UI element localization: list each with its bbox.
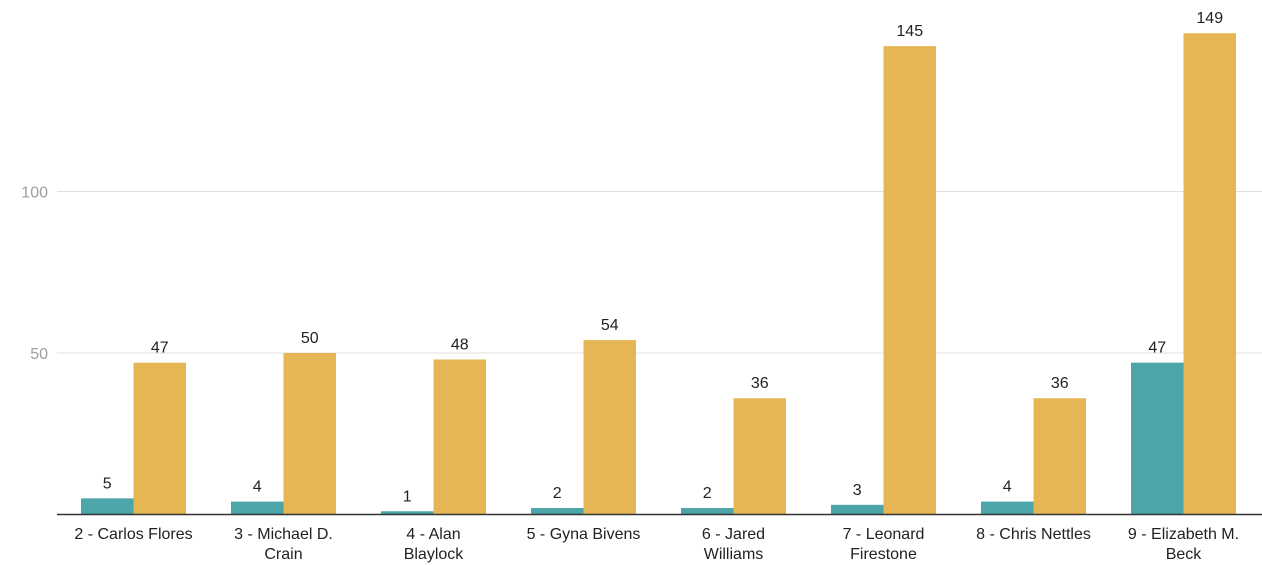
data-label: 4 — [1003, 479, 1012, 496]
bar — [981, 501, 1034, 515]
data-label: 145 — [896, 23, 923, 40]
bar — [133, 362, 186, 515]
bar — [583, 340, 636, 515]
data-label: 3 — [853, 482, 862, 499]
bar — [433, 359, 486, 515]
x-tick-label: 8 - Chris Nettles — [976, 526, 1091, 543]
x-tick-label: 3 - Michael D. Crain — [234, 526, 333, 563]
grid-layer — [57, 191, 1262, 354]
bar — [733, 398, 786, 515]
bar — [231, 501, 284, 515]
data-label: 5 — [103, 475, 112, 492]
data-label: 48 — [451, 336, 469, 353]
data-label: 36 — [1051, 375, 1069, 392]
bar — [1131, 362, 1184, 515]
bar — [531, 508, 584, 515]
data-label: 50 — [301, 330, 319, 347]
bar — [1033, 398, 1086, 515]
y-tick-label: 50 — [30, 346, 48, 363]
bar — [81, 498, 134, 515]
bar — [283, 353, 336, 515]
bar — [681, 508, 734, 515]
x-tick-label: 6 - Jared Williams — [702, 526, 765, 563]
data-label: 36 — [751, 375, 769, 392]
data-label: 149 — [1196, 10, 1223, 27]
y-tick-label: 100 — [21, 185, 48, 202]
data-label: 1 — [403, 488, 412, 505]
x-tick-label: 9 - Elizabeth M. Beck — [1128, 526, 1239, 563]
data-label: 47 — [151, 340, 169, 357]
bar — [381, 511, 434, 515]
data-label: 2 — [553, 485, 562, 502]
x-tick-label: 5 - Gyna Bivens — [527, 526, 641, 543]
data-label: 4 — [253, 479, 262, 496]
bar — [883, 46, 936, 515]
bar — [831, 504, 884, 515]
x-tick-label: 2 - Carlos Flores — [74, 526, 192, 543]
data-label: 54 — [601, 317, 619, 334]
data-label: 47 — [1148, 340, 1166, 357]
bars-layer — [81, 33, 1236, 515]
bar — [1183, 33, 1236, 515]
data-label: 2 — [703, 485, 712, 502]
x-tick-label: 7 - Leonard Firestone — [843, 526, 925, 563]
x-tick-label: 4 - Alan Blaylock — [404, 526, 465, 563]
labels-layer: 50 100 5 47 2 - Carlos Flores 4 50 3 - Michael … — [21, 10, 1239, 563]
